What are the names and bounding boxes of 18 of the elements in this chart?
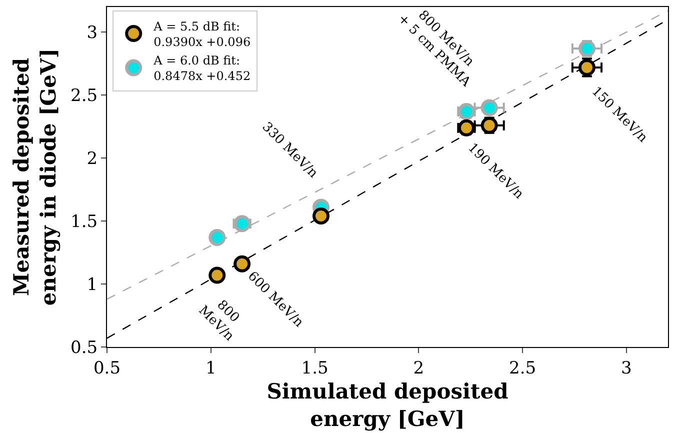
x-tick-label: 2 [413,358,424,378]
x-tick-label: 2.5 [509,358,536,378]
y-tick-label: 2.5 [70,86,98,106]
point [208,228,226,246]
x-tick-label: 3 [621,358,632,378]
y-tick-label: 1.5 [70,212,98,232]
x-tick-label: 1.5 [301,358,328,378]
y-tick-label: 3 [86,23,98,44]
y-tick-label: 1 [86,274,98,295]
y-tick-label: 2 [86,149,98,170]
point [208,266,226,284]
y-tick-label: 0.5 [70,338,98,358]
x-tick-label: 1 [205,358,216,378]
x-axis-title: Simulated deposited energy [GeV] [266,378,509,431]
legend-label: A = 6.0 dB fit: 0.8478x +0.452 [152,54,251,84]
legend-label: A = 5.5 dB fit: 0.9390x +0.096 [152,19,251,49]
y-axis-title: Measured deposited energy in diode [GeV] [8,48,61,306]
point [578,58,596,76]
